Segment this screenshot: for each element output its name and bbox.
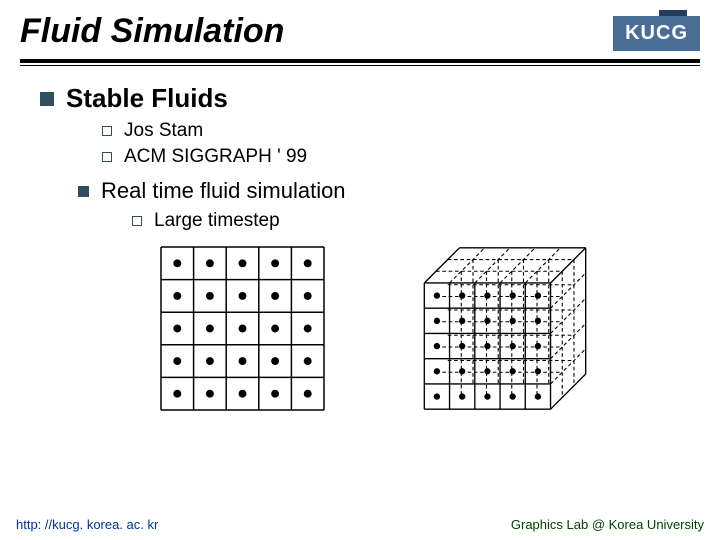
title-bar: Fluid Simulation KUCG: [0, 0, 720, 51]
point-text: Real time fluid simulation: [101, 178, 346, 204]
slide: Fluid Simulation KUCG Stable Fluids Jos …: [0, 0, 720, 540]
badge-text: KUCG: [613, 16, 700, 51]
footer-url: http: //kucg. korea. ac. kr: [16, 517, 158, 532]
hollow-square-icon: [102, 126, 112, 136]
hollow-square-icon: [132, 216, 142, 226]
footer-credit: Graphics Lab @ Korea University: [511, 517, 704, 532]
title-underline: [0, 59, 720, 65]
sub-point: Large timestep: [132, 210, 680, 232]
sub-bullet: Jos Stam: [102, 120, 680, 142]
square-bullet-icon: [78, 186, 89, 197]
kucg-badge: KUCG: [613, 16, 700, 51]
subpoint-text: Large timestep: [154, 210, 280, 232]
heading-text: Stable Fluids: [66, 83, 228, 114]
hollow-square-icon: [102, 152, 112, 162]
slide-title: Fluid Simulation: [20, 12, 700, 51]
sub-text-0: Jos Stam: [124, 120, 203, 142]
diagrams: [160, 246, 680, 411]
bullet-point: Real time fluid simulation: [78, 178, 680, 204]
bullet-heading: Stable Fluids: [40, 83, 680, 114]
footer: http: //kucg. korea. ac. kr Graphics Lab…: [16, 517, 704, 532]
grid-2d-diagram: [160, 246, 325, 411]
grid-3d-diagram: [405, 246, 605, 411]
sub-bullet: ACM SIGGRAPH ' 99: [102, 146, 680, 168]
square-bullet-icon: [40, 92, 54, 106]
sub-bullets: Jos Stam ACM SIGGRAPH ' 99: [102, 120, 680, 168]
content: Stable Fluids Jos Stam ACM SIGGRAPH ' 99…: [0, 65, 720, 411]
sub-text-1: ACM SIGGRAPH ' 99: [124, 146, 307, 168]
